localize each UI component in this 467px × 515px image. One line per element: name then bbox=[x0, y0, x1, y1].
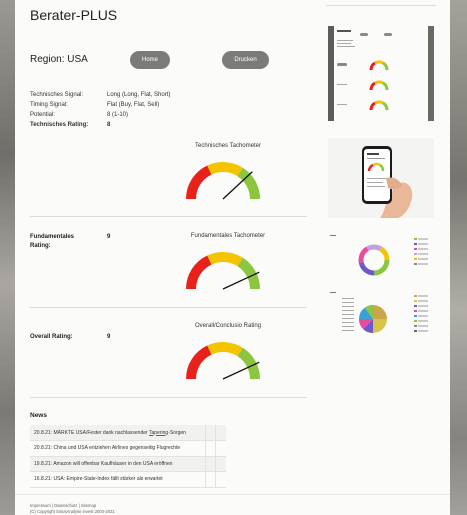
news-headline[interactable]: USA: Empire-State-Index fällt stärker al… bbox=[53, 476, 163, 483]
news-date: 20.8.21: bbox=[34, 429, 53, 436]
gauge-green-segment bbox=[237, 257, 260, 290]
timing-signal-value: Flat (Buy, Flat, Sell) bbox=[107, 102, 160, 108]
gauge-yellow-segment bbox=[207, 162, 243, 177]
news-headline-link[interactable]: Tapering bbox=[148, 429, 169, 436]
footer-copyright: (C) Copyright SinusAnalyse invest 2004-2… bbox=[30, 509, 115, 514]
page-container: Berater-PLUS Region: USA Home Drucken Te… bbox=[15, 0, 450, 515]
gauge-red-segment bbox=[186, 345, 212, 380]
news-cell bbox=[215, 440, 226, 457]
technical-rating-value: 8 bbox=[107, 122, 111, 128]
news-date: 19.8.21: bbox=[34, 460, 53, 467]
overall-gauge-title: Overall/Conclusio Rating bbox=[194, 323, 262, 329]
news-headline[interactable]: Amazon will offenbar Kaufhäuser in den U… bbox=[53, 460, 173, 467]
gauge-green-segment bbox=[237, 167, 260, 200]
news-heading: News bbox=[30, 412, 47, 419]
gauge-red-segment bbox=[186, 165, 212, 200]
gauge-green-segment bbox=[237, 347, 260, 380]
background-left bbox=[0, 0, 15, 515]
sidebar-divider bbox=[326, 5, 436, 6]
news-item-text[interactable]: 20.8.21: China und USA entziehen Airline… bbox=[30, 440, 206, 457]
gauge-needle bbox=[222, 271, 260, 290]
fundamental-rating-value: 9 bbox=[107, 234, 111, 240]
potential-value: 8 (1-10) bbox=[107, 112, 129, 118]
potential-label: Potential: bbox=[30, 112, 56, 118]
overall-rating-value: 9 bbox=[107, 334, 111, 340]
news-headline[interactable]: MÄRKTE USA/Fester dank nachlassender bbox=[53, 429, 149, 436]
donut-chart-thumbnail[interactable] bbox=[328, 233, 434, 283]
news-cell bbox=[215, 425, 226, 441]
news-date: 20.8.21: bbox=[34, 445, 53, 452]
divider bbox=[30, 397, 307, 398]
technical-gauge-title: Technisches Tachometer bbox=[195, 143, 261, 149]
fundamental-rating-label-line2: Rating: bbox=[30, 243, 51, 249]
print-button[interactable]: Drucken bbox=[222, 51, 269, 69]
news-item-text[interactable]: 19.8.21: Amazon will offenbar Kaufhäuser… bbox=[30, 456, 206, 472]
technical-signal-label: Technisches Signal: bbox=[30, 92, 84, 98]
background-right bbox=[450, 0, 467, 515]
overall-gauge bbox=[186, 342, 260, 380]
gauge-yellow-segment bbox=[207, 342, 243, 357]
news-cell bbox=[204, 425, 216, 441]
news-cell bbox=[215, 471, 226, 488]
home-button[interactable]: Home bbox=[130, 51, 170, 69]
news-cell bbox=[204, 471, 216, 488]
news-row[interactable]: 16.8.21: USA: Empire-State-Index fällt s… bbox=[30, 471, 226, 488]
footer-divider bbox=[15, 494, 450, 495]
fundamental-gauge-title: Fundamentales Tachometer bbox=[190, 233, 266, 239]
gauge-needle bbox=[222, 171, 253, 200]
news-row[interactable]: 20.8.21: China und USA entziehen Airline… bbox=[30, 440, 226, 457]
news-item-text[interactable]: 16.8.21: USA: Empire-State-Index fällt s… bbox=[30, 471, 206, 488]
gauge-red-segment bbox=[186, 255, 212, 290]
gauge-needle bbox=[222, 361, 260, 380]
overall-rating-label: Overall Rating: bbox=[30, 334, 73, 340]
technical-gauge bbox=[186, 162, 260, 200]
region-label: Region: USA bbox=[30, 54, 88, 65]
footer-links[interactable]: Impressum | Datenschutz | Sitemap bbox=[30, 503, 97, 508]
news-headline-end[interactable]: -Sorgen bbox=[168, 429, 186, 436]
news-table: 20.8.21: MÄRKTE USA/Fester dank nachlass… bbox=[30, 425, 226, 488]
news-item-text[interactable]: 20.8.21: MÄRKTE USA/Fester dank nachlass… bbox=[30, 425, 206, 441]
news-cell bbox=[215, 456, 226, 472]
news-cell bbox=[204, 456, 216, 472]
technical-signal-value: Long (Long, Flat, Short) bbox=[107, 92, 171, 98]
news-row[interactable]: 19.8.21: Amazon will offenbar Kaufhäuser… bbox=[30, 456, 226, 472]
news-row[interactable]: 20.8.21: MÄRKTE USA/Fester dank nachlass… bbox=[30, 425, 226, 441]
divider bbox=[30, 216, 307, 217]
app-screenshot-thumbnail[interactable] bbox=[328, 26, 434, 121]
technical-rating-label: Technisches Rating: bbox=[30, 122, 89, 128]
pie-chart-thumbnail[interactable] bbox=[328, 290, 434, 345]
news-headline[interactable]: China und USA entziehen Airlines gegense… bbox=[53, 445, 181, 452]
timing-signal-label: Timing Signal: bbox=[30, 102, 68, 108]
gauge-yellow-segment bbox=[207, 252, 243, 267]
phone-app-thumbnail[interactable] bbox=[328, 138, 434, 218]
page-title: Berater-PLUS bbox=[30, 7, 118, 23]
fundamental-rating-label-line1: Fundamentales bbox=[30, 234, 75, 240]
news-cell bbox=[204, 440, 216, 457]
fundamental-gauge bbox=[186, 252, 260, 290]
news-date: 16.8.21: bbox=[34, 476, 53, 483]
divider bbox=[30, 307, 307, 308]
